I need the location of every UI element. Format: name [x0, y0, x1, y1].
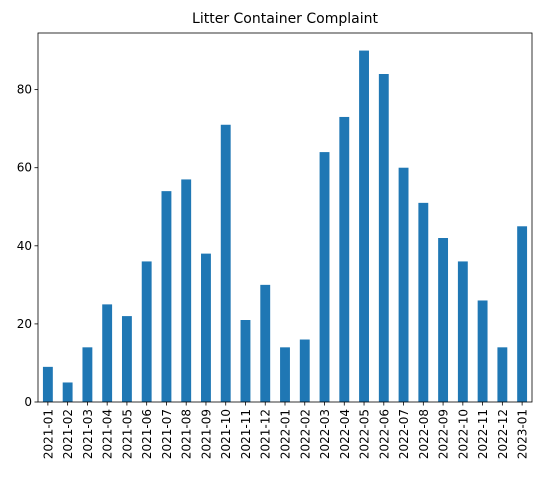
x-tick-label: 2022-02 — [298, 409, 312, 459]
x-tick-label: 2022-01 — [279, 409, 293, 459]
x-tick-label: 2021-12 — [259, 409, 273, 459]
chart-title: Litter Container Complaint — [192, 11, 378, 27]
x-tick-label: 2022-04 — [338, 409, 352, 459]
x-tick-label: 2022-06 — [377, 409, 391, 459]
bar-2021-08 — [181, 179, 192, 402]
x-tick-label: 2022-09 — [437, 409, 451, 459]
y-tick-label: 40 — [17, 239, 32, 253]
bar-2021-09 — [201, 253, 211, 402]
x-tick-label: 2021-06 — [140, 409, 154, 459]
x-tick-label: 2021-03 — [81, 409, 95, 459]
bar-2021-06 — [141, 261, 152, 402]
bar-2023-01 — [517, 226, 528, 402]
x-tick-label: 2022-07 — [397, 409, 411, 459]
bar-2022-05 — [359, 50, 369, 402]
bar-2022-01 — [280, 347, 290, 402]
x-tick-label: 2021-02 — [61, 409, 75, 459]
bar-2021-01 — [42, 366, 53, 402]
x-tick-label: 2022-03 — [318, 409, 332, 459]
y-tick-label: 60 — [17, 161, 32, 175]
bar-2021-11 — [240, 320, 251, 402]
y-tick-label: 0 — [24, 395, 32, 409]
bar-2021-12 — [260, 284, 271, 402]
x-tick-label: 2021-07 — [160, 409, 174, 459]
x-tick-label: 2021-10 — [219, 409, 233, 459]
x-tick-label: 2022-11 — [476, 409, 490, 459]
bar-2022-10 — [457, 261, 468, 402]
bar-2022-08 — [418, 202, 429, 402]
bar-2022-03 — [319, 152, 330, 402]
x-tick-label: 2021-05 — [120, 409, 134, 459]
x-tick-label: 2021-01 — [41, 409, 55, 459]
x-tick-label: 2022-10 — [456, 409, 470, 459]
x-tick-label: 2023-01 — [516, 409, 530, 459]
bar-2022-02 — [299, 339, 310, 402]
x-tick-label: 2021-04 — [101, 409, 115, 459]
bar-2022-09 — [438, 238, 449, 402]
y-tick-label: 80 — [17, 83, 32, 97]
x-tick-label: 2022-05 — [358, 409, 372, 459]
bar-2021-05 — [121, 316, 132, 402]
bar-2022-07 — [398, 167, 409, 402]
bar-2022-06 — [378, 74, 389, 402]
bar-2021-07 — [161, 191, 172, 402]
bars-layer — [42, 50, 528, 402]
x-tick-label: 2021-11 — [239, 409, 253, 459]
bar-2022-04 — [339, 116, 350, 402]
x-tick-label: 2021-09 — [199, 409, 213, 459]
bar-2021-10 — [220, 124, 231, 402]
y-tick-label: 20 — [17, 317, 32, 331]
bar-2021-02 — [62, 382, 73, 402]
bar-2022-12 — [497, 347, 508, 402]
axes-layer: 0 20 40 60 80 2021-01 2021-02 2021-03 2021-04 202… — [17, 32, 533, 459]
bar-2021-03 — [82, 347, 93, 402]
x-tick-label: 2022-12 — [496, 409, 510, 459]
bar-2022-11 — [477, 300, 488, 402]
x-tick-label: 2022-08 — [417, 409, 431, 459]
x-tick-label: 2021-08 — [180, 409, 194, 459]
bar-2021-04 — [102, 304, 113, 402]
